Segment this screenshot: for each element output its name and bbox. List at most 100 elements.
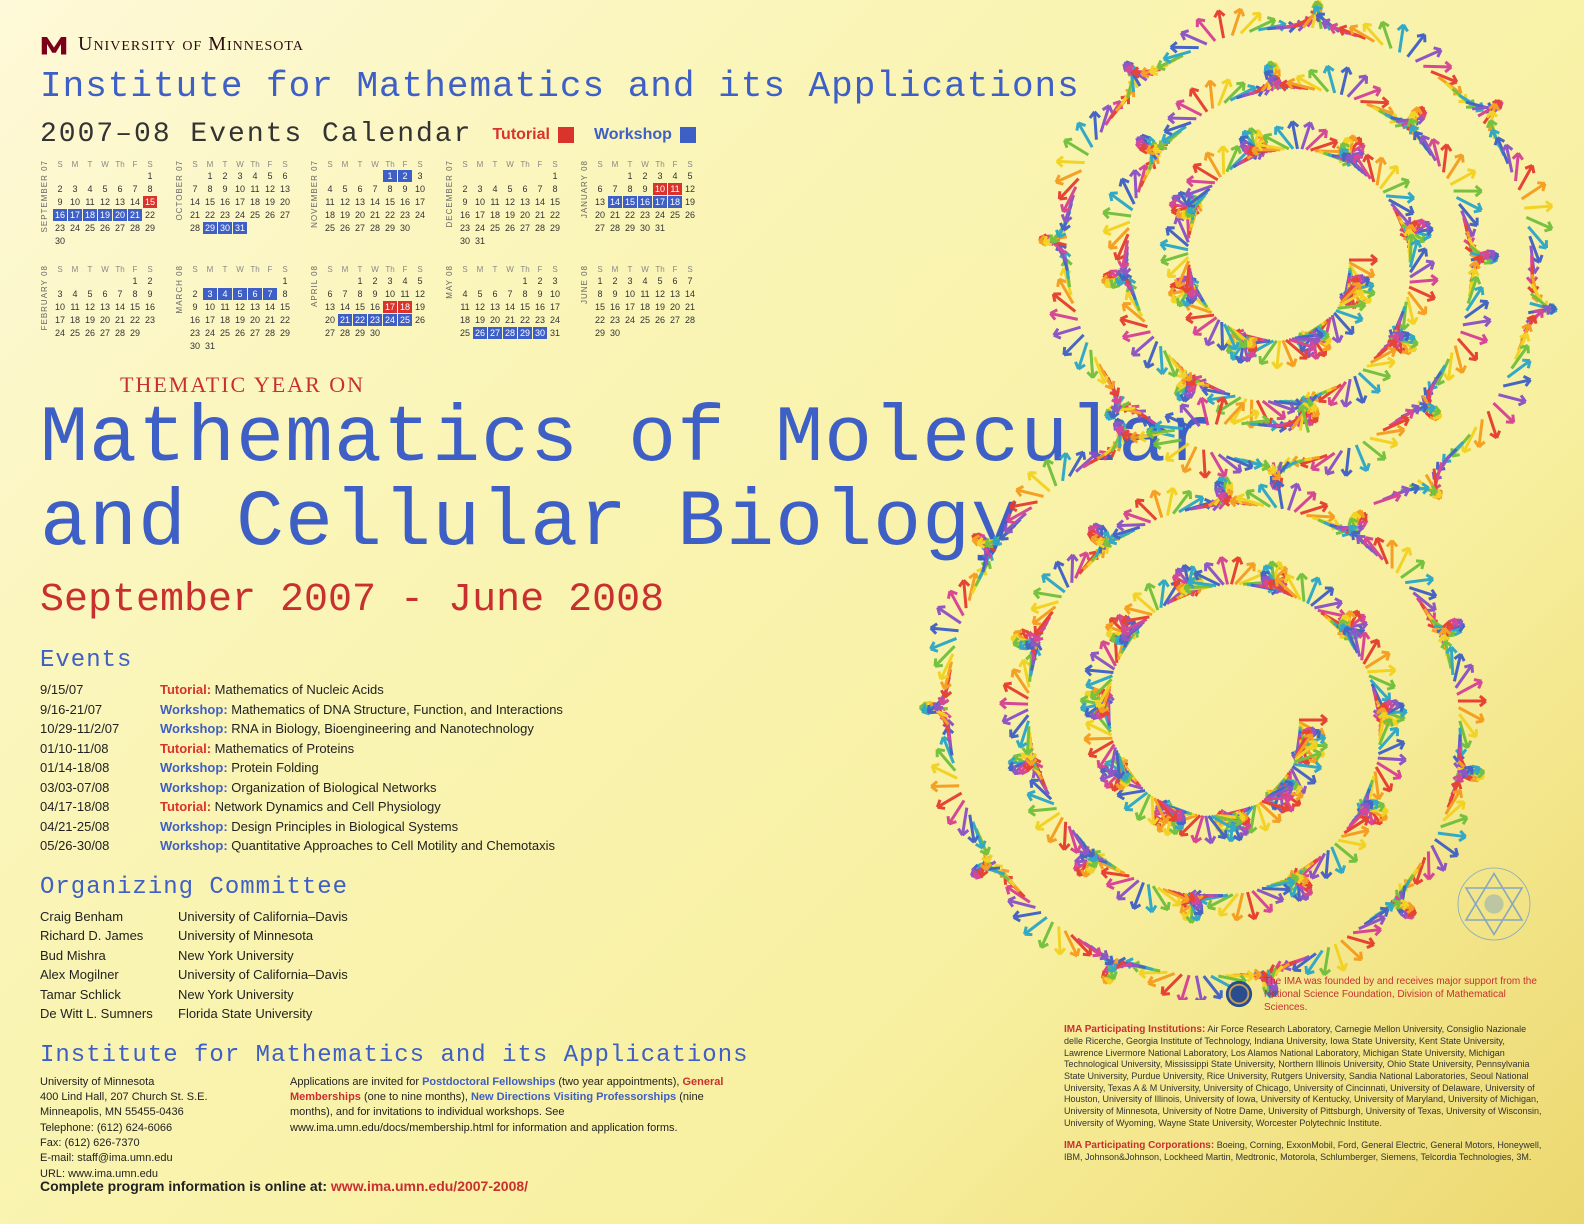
event-type: Tutorial: — [160, 741, 215, 756]
day-cell: 18 — [488, 209, 502, 221]
day-cell: 11 — [83, 196, 97, 208]
institute-title: Institute for Mathematics and its Applic… — [40, 66, 1544, 107]
day-header: W — [368, 265, 382, 274]
day-cell: 4 — [218, 288, 232, 300]
newdir-link[interactable]: New Directions Visiting Professorships — [471, 1091, 676, 1103]
day-cell: 6 — [98, 288, 112, 300]
day-cell: 8 — [353, 288, 367, 300]
post념doc-link[interactable]: Postdoctoral Fellowships — [422, 1076, 555, 1088]
event-type: Workshop: — [160, 780, 231, 795]
day-cell: 23 — [218, 209, 232, 221]
day-cell: 15 — [383, 196, 397, 208]
day-cell: 8 — [128, 288, 142, 300]
applications-text: Applications are invited for Postdoctora… — [290, 1075, 740, 1183]
day-cell: 12 — [98, 196, 112, 208]
day-cell: 9 — [53, 196, 67, 208]
day-cell: 3 — [68, 183, 82, 195]
day-header: Th — [518, 265, 532, 274]
day-cell: 24 — [53, 327, 67, 339]
day-cell: 10 — [53, 301, 67, 313]
event-date: 01/10-11/08 — [40, 739, 140, 759]
day-cell: 27 — [353, 222, 367, 234]
month-block: DECEMBER 07SMTWThFS123456789101112131415… — [445, 160, 562, 247]
day-cell: 28 — [503, 327, 517, 339]
day-cell: 27 — [488, 327, 502, 339]
day-header: W — [368, 160, 382, 169]
day-cell: 20 — [353, 209, 367, 221]
day-cell: 30 — [533, 327, 547, 339]
day-cell: 25 — [668, 209, 682, 221]
event-date: 05/26-30/08 — [40, 836, 140, 856]
day-header: S — [548, 265, 562, 274]
day-cell: 10 — [203, 301, 217, 313]
day-cell: 28 — [683, 314, 697, 326]
day-cell: 26 — [653, 314, 667, 326]
day-cell: 8 — [383, 183, 397, 195]
day-cell: 1 — [548, 170, 562, 182]
day-header: M — [68, 265, 82, 274]
main-title: Mathematics of Molecular and Cellular Bi… — [40, 398, 1544, 566]
committee-row: Craig BenhamUniversity of California–Dav… — [40, 907, 1544, 927]
day-cell: 13 — [668, 288, 682, 300]
contact-l3: Minneapolis, MN 55455-0436 — [40, 1105, 260, 1120]
day-header: F — [263, 160, 277, 169]
day-cell: 3 — [383, 275, 397, 287]
month-block: JANUARY 08SMTWThFS1234567891011121314151… — [580, 160, 697, 247]
contact-l2: 400 Lind Hall, 207 Church St. S.E. — [40, 1090, 260, 1105]
day-cell: 16 — [143, 301, 157, 313]
day-cell: 12 — [683, 183, 697, 195]
day-cell: 14 — [533, 196, 547, 208]
calendars-grid: SEPTEMBER 07SMTWThFS12345678910111213141… — [40, 160, 760, 352]
day-cell: 6 — [323, 288, 337, 300]
apps-pre: Applications are invited for — [290, 1076, 422, 1088]
month-label: MAY 08 — [445, 265, 454, 299]
day-cell: 12 — [413, 288, 427, 300]
day-cell: 21 — [368, 209, 382, 221]
day-cell: 21 — [263, 314, 277, 326]
day-cell: 19 — [683, 196, 697, 208]
day-cell: 6 — [488, 288, 502, 300]
contact-l5: Fax: (612) 626-7370 — [40, 1136, 260, 1151]
footer-line: Complete program information is online a… — [40, 1178, 528, 1194]
day-cell: 3 — [473, 183, 487, 195]
participating-block: IMA Participating Institutions: Air Forc… — [1064, 1023, 1544, 1164]
day-cell: 9 — [218, 183, 232, 195]
day-cell: 26 — [233, 327, 247, 339]
day-cell: 23 — [638, 209, 652, 221]
day-cell: 15 — [548, 196, 562, 208]
day-cell: 21 — [503, 314, 517, 326]
day-header: M — [68, 160, 82, 169]
day-cell: 18 — [638, 301, 652, 313]
day-cell: 19 — [413, 301, 427, 313]
day-header: W — [98, 160, 112, 169]
day-cell: 19 — [503, 209, 517, 221]
day-cell: 15 — [128, 301, 142, 313]
day-cell: 21 — [113, 314, 127, 326]
day-cell: 6 — [353, 183, 367, 195]
footer-url[interactable]: www.ima.umn.edu/2007-2008/ — [331, 1178, 528, 1194]
day-cell: 17 — [68, 209, 82, 221]
day-cell: 17 — [473, 209, 487, 221]
day-header: S — [683, 160, 697, 169]
day-cell: 1 — [623, 170, 637, 182]
day-cell: 1 — [353, 275, 367, 287]
day-cell: 6 — [518, 183, 532, 195]
day-cell: 7 — [503, 288, 517, 300]
day-cell: 13 — [323, 301, 337, 313]
day-cell: 2 — [188, 288, 202, 300]
day-cell: 5 — [413, 275, 427, 287]
day-header: S — [593, 160, 607, 169]
event-date: 01/14-18/08 — [40, 758, 140, 778]
day-header: Th — [518, 160, 532, 169]
day-cell: 20 — [278, 196, 292, 208]
day-cell: 13 — [593, 196, 607, 208]
university-logo-icon — [40, 30, 68, 58]
institutions-head: IMA Participating Institutions: — [1064, 1024, 1205, 1035]
day-header: S — [53, 265, 67, 274]
day-cell: 9 — [368, 288, 382, 300]
event-desc: Workshop: RNA in Biology, Bioengineering… — [160, 719, 534, 739]
day-cell: 6 — [248, 288, 262, 300]
day-header: M — [203, 160, 217, 169]
day-cell: 17 — [548, 301, 562, 313]
day-cell: 31 — [473, 235, 487, 247]
